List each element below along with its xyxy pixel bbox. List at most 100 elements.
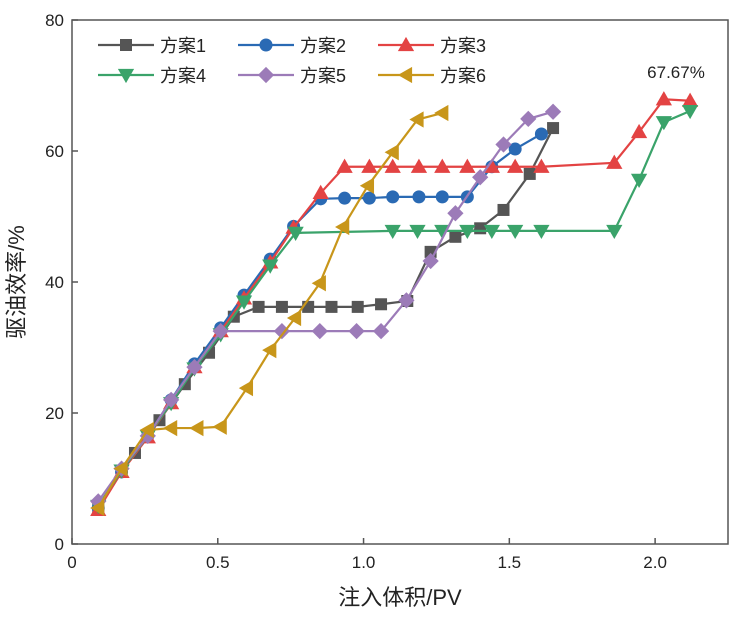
data-point — [351, 300, 364, 313]
data-point — [508, 142, 522, 156]
data-point — [533, 158, 550, 173]
data-point — [655, 91, 672, 106]
legend-marker — [397, 66, 413, 84]
data-point — [361, 158, 378, 173]
data-point — [362, 191, 376, 205]
data-point — [384, 144, 399, 161]
data-point — [434, 104, 449, 122]
data-point — [359, 177, 375, 194]
data-point — [409, 111, 424, 128]
x-tick-label: 0 — [67, 553, 76, 572]
data-point — [336, 158, 353, 173]
series-1 — [92, 122, 560, 514]
data-point — [235, 295, 253, 310]
x-tick-label: 2.0 — [643, 553, 667, 572]
series-2 — [91, 127, 548, 515]
data-point — [435, 190, 449, 204]
data-point — [212, 418, 227, 435]
data-point — [534, 127, 548, 141]
legend-marker — [120, 39, 132, 51]
data-point — [338, 191, 352, 205]
data-point — [507, 224, 524, 240]
data-point — [163, 419, 178, 437]
data-point — [422, 252, 439, 270]
data-point — [606, 224, 623, 240]
data-point — [412, 190, 426, 204]
legend-label: 方案1 — [160, 36, 206, 56]
series-line — [97, 127, 555, 508]
legend-marker — [257, 66, 275, 84]
data-point — [547, 122, 560, 135]
data-point — [523, 167, 536, 180]
data-point — [410, 158, 428, 173]
data-point — [472, 169, 489, 186]
data-point — [189, 419, 204, 437]
y-tick-label: 80 — [45, 11, 64, 30]
data-point — [398, 292, 415, 309]
data-point — [212, 323, 229, 340]
x-tick-label: 1.5 — [498, 553, 522, 572]
series-5 — [90, 103, 562, 510]
data-point — [311, 275, 326, 292]
data-point — [474, 222, 487, 235]
data-point — [497, 203, 510, 216]
data-point — [139, 421, 154, 439]
data-point — [447, 205, 464, 222]
data-point — [655, 116, 672, 131]
data-point — [483, 224, 500, 240]
data-point — [495, 136, 512, 153]
data-point — [163, 391, 180, 409]
legend-item-1: 方案1 — [98, 36, 206, 56]
legend-label: 方案6 — [440, 66, 486, 86]
data-point — [384, 158, 401, 173]
data-point — [483, 158, 500, 173]
data-point — [287, 226, 304, 241]
data-point — [681, 92, 699, 107]
data-point — [372, 323, 390, 340]
y-tick-label: 20 — [45, 404, 64, 423]
legend-item-6: 方案6 — [378, 66, 486, 86]
legend-label: 方案5 — [300, 66, 346, 86]
data-point — [386, 190, 400, 204]
data-point — [434, 158, 451, 173]
data-point — [449, 230, 462, 243]
data-point — [681, 104, 699, 120]
y-tick-label: 60 — [45, 142, 64, 161]
x-tick-label: 0.5 — [206, 553, 230, 572]
data-point — [238, 379, 254, 397]
data-point — [335, 218, 350, 236]
legend-label: 方案4 — [160, 66, 206, 86]
x-axis-label: 注入体积/PV — [338, 585, 462, 610]
legend-marker — [397, 36, 415, 52]
legend-label: 方案3 — [440, 36, 486, 56]
data-point — [544, 103, 562, 120]
data-point — [520, 110, 537, 128]
data-point — [262, 259, 279, 274]
data-point — [273, 323, 291, 340]
legend-item-2: 方案2 — [238, 36, 346, 56]
series-line — [97, 98, 691, 511]
data-point — [275, 300, 288, 313]
data-point — [186, 359, 203, 376]
data-point — [533, 224, 550, 240]
y-tick-label: 0 — [55, 535, 64, 554]
data-point — [459, 224, 476, 240]
series-6 — [90, 104, 449, 517]
data-point — [375, 298, 388, 311]
plot-frame — [71, 19, 729, 545]
data-point — [252, 300, 265, 313]
data-point — [630, 173, 648, 188]
data-point — [113, 460, 128, 477]
y-tick-label: 40 — [45, 273, 64, 292]
legend-label: 方案2 — [300, 36, 346, 56]
x-tick-label: 1.0 — [352, 553, 376, 572]
legend-item-5: 方案5 — [238, 66, 346, 86]
legend-marker — [259, 38, 273, 52]
data-point — [630, 123, 648, 139]
annotation-max-efficiency: 67.67% — [647, 63, 705, 82]
data-point — [459, 158, 476, 173]
data-point — [606, 154, 623, 169]
data-point — [507, 158, 524, 173]
